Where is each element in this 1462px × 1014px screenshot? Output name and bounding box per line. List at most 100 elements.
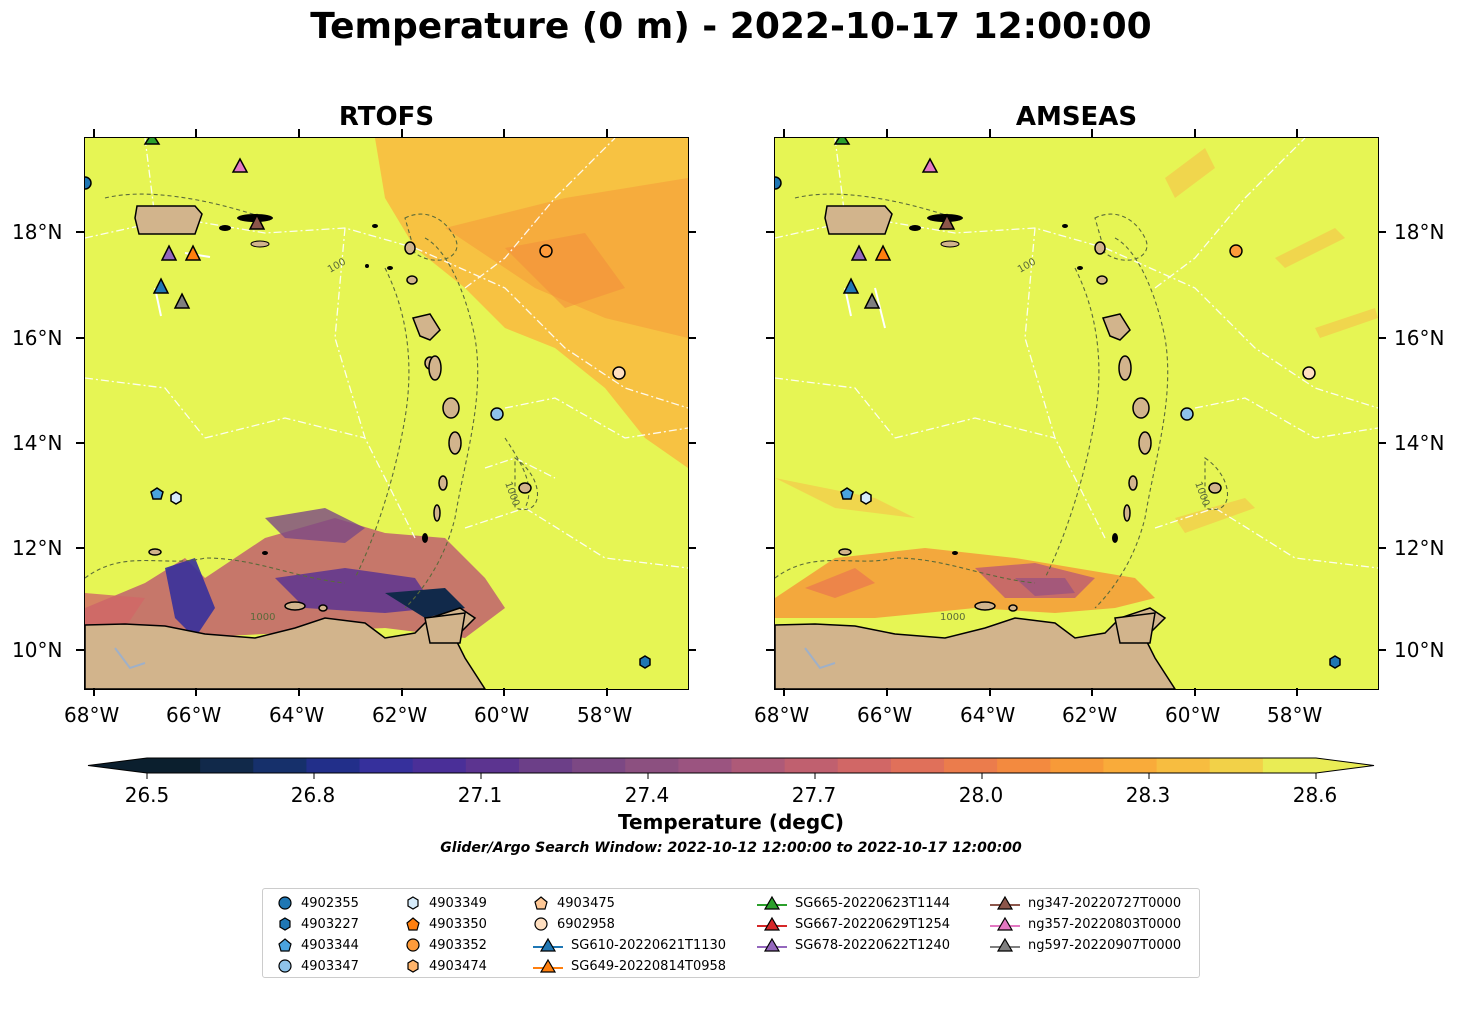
legend-item: ng347-20220727T0000	[990, 893, 1181, 913]
lat-tick-label: 14°N	[1394, 431, 1445, 455]
contour-label: 1000	[250, 612, 275, 623]
legend-item: 4902355	[277, 893, 359, 913]
legend-label: SG610-20220621T1130	[571, 937, 727, 953]
legend-label: 4903344	[301, 937, 359, 953]
legend-marker-icon	[534, 917, 548, 931]
lon-tick-label: 60°W	[1165, 703, 1221, 727]
colorbar-segment	[784, 758, 839, 773]
legend-marker-icon	[407, 896, 419, 910]
colorbar-tick-label: 28.0	[958, 783, 1004, 807]
legend: 4902355 4903227 4903344 4903347 4903349 49033…	[262, 888, 1200, 978]
lon-tick-label: 66°W	[166, 703, 222, 727]
colorbar-segment	[200, 758, 254, 773]
legend-marker-icon	[990, 895, 1020, 910]
colorbar-segment	[944, 758, 998, 773]
colorbar-extend-high	[1316, 758, 1374, 773]
legend-item: 4903350	[405, 914, 487, 934]
lat-tick-label: 18°N	[1394, 220, 1445, 244]
legend-marker-icon	[407, 959, 419, 973]
legend-label: 4903350	[429, 916, 487, 932]
colorbar-segment	[1050, 758, 1104, 773]
lat-tick-label: 18°N	[12, 220, 63, 244]
lat-tick-label: 16°N	[12, 326, 63, 350]
lon-tick-label: 62°W	[372, 703, 428, 727]
lon-tick-label: 66°W	[857, 703, 913, 727]
legend-marker-icon	[990, 916, 1020, 931]
legend-marker-icon	[757, 895, 787, 910]
colorbar-segment	[890, 758, 945, 773]
colorbar-tick-label: 28.3	[1125, 783, 1171, 807]
legend-label: 4903227	[301, 916, 359, 932]
colorbar-segment	[147, 758, 201, 773]
colorbar-segment	[1156, 758, 1211, 773]
legend-label: 4903352	[429, 937, 487, 953]
legend-marker-icon	[279, 917, 291, 931]
colorbar-segment	[731, 758, 786, 773]
legend-label: SG678-20220622T1240	[795, 937, 951, 953]
legend-label: 4902355	[301, 895, 359, 911]
colorbar-segment	[412, 758, 467, 773]
colorbar-segment	[837, 758, 892, 773]
legend-label: 4903349	[429, 895, 487, 911]
colorbar-segment	[465, 758, 520, 773]
legend-item: SG610-20220621T1130	[533, 935, 726, 955]
lat-tick-label: 16°N	[1394, 326, 1445, 350]
legend-label: SG665-20220623T1144	[795, 895, 951, 911]
colorbar-segment	[1262, 758, 1317, 773]
lon-tick-label: 68°W	[754, 703, 810, 727]
legend-marker-icon	[990, 937, 1020, 952]
legend-marker-icon	[757, 916, 787, 931]
legend-item: SG649-20220814T0958	[533, 956, 726, 976]
search-window-note: Glider/Argo Search Window: 2022-10-12 12…	[440, 840, 1022, 856]
colorbar-tick-label: 27.4	[624, 783, 670, 807]
colorbar-segment	[572, 758, 626, 773]
legend-label: 6902958	[557, 916, 615, 932]
map-amseas[interactable]: 100 1000 1000	[774, 137, 1379, 690]
legend-label: ng597-20220907T0000	[1028, 937, 1182, 953]
legend-marker-icon	[278, 959, 292, 973]
colorbar-tick-label: 27.7	[791, 783, 837, 807]
legend-marker-icon	[278, 896, 292, 910]
legend-item: 4903352	[405, 935, 487, 955]
colorbar-segment	[518, 758, 573, 773]
legend-item: SG665-20220623T1144	[757, 893, 950, 913]
legend-item: ng357-20220803T0000	[990, 914, 1181, 934]
lat-tick-label: 10°N	[1394, 638, 1445, 662]
contour-label: 1000	[940, 612, 965, 623]
colorbar-segment	[997, 758, 1051, 773]
legend-item: 4903347	[277, 956, 359, 976]
legend-marker-icon	[533, 937, 563, 952]
legend-item: 4903227	[277, 914, 359, 934]
colorbar-segment	[359, 758, 414, 773]
legend-item: ng597-20220907T0000	[990, 935, 1181, 955]
lon-tick-label: 62°W	[1062, 703, 1118, 727]
legend-label: 4903347	[301, 958, 359, 974]
panel-title-amseas: AMSEAS	[1015, 102, 1138, 132]
colorbar-extend-low	[88, 758, 147, 773]
legend-label: ng357-20220803T0000	[1028, 916, 1182, 932]
legend-item: SG678-20220622T1240	[757, 935, 950, 955]
lat-tick-label: 12°N	[12, 536, 63, 560]
legend-label: SG667-20220629T1254	[795, 916, 951, 932]
legend-marker-icon	[406, 917, 420, 931]
colorbar-segment	[678, 758, 732, 773]
colorbar-tick-label: 26.8	[290, 783, 336, 807]
legend-item: 4903474	[405, 956, 487, 976]
colorbar-tick-label: 28.6	[1292, 783, 1338, 807]
legend-label: 4903475	[557, 895, 615, 911]
lat-tick-label: 12°N	[1394, 536, 1445, 560]
legend-label: ng347-20220727T0000	[1028, 895, 1182, 911]
colorbar-segment	[1103, 758, 1158, 773]
lon-tick-label: 60°W	[474, 703, 530, 727]
figure-title: Temperature (0 m) - 2022-10-17 12:00:00	[310, 6, 1152, 47]
colorbar-segment	[253, 758, 307, 773]
colorbar-segment	[1209, 758, 1264, 773]
legend-item: 6902958	[533, 914, 615, 934]
colorbar-segment	[306, 758, 361, 773]
legend-label: SG649-20220814T0958	[571, 958, 727, 974]
legend-item: 4903349	[405, 893, 487, 913]
lon-tick-label: 64°W	[960, 703, 1016, 727]
colorbar-tick-label: 27.1	[457, 783, 503, 807]
legend-marker-icon	[533, 958, 563, 973]
map-rtofs[interactable]: 100 1000 1000	[84, 137, 689, 690]
